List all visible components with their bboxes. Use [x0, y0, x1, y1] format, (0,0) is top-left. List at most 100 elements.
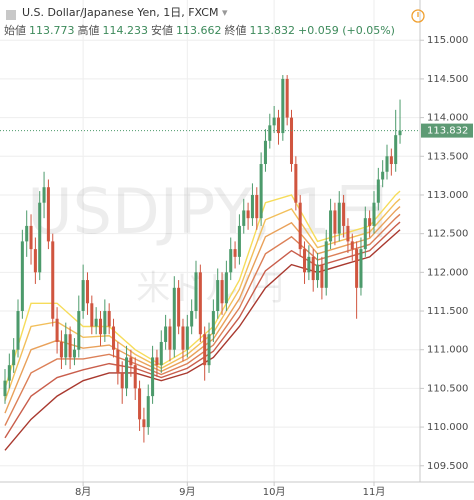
candle-body	[55, 318, 59, 342]
candle-body	[151, 357, 155, 397]
dropdown[interactable]: ▾	[221, 6, 228, 19]
candle-body	[112, 326, 116, 350]
candle-body	[394, 135, 398, 165]
candle-body	[168, 326, 172, 350]
candle-body	[320, 264, 324, 288]
candle-body	[33, 249, 37, 273]
symbol-icon	[6, 10, 16, 20]
candle-body	[38, 202, 42, 273]
candle-body	[177, 287, 181, 327]
field-value: 113.832	[249, 24, 296, 37]
candle-body	[372, 202, 376, 226]
candle-body	[216, 280, 220, 312]
candle-body	[198, 272, 202, 335]
candle-body	[20, 241, 24, 312]
candle-body	[16, 311, 20, 350]
field-value: 113.773	[29, 24, 75, 37]
x-tick-label: 9月	[179, 486, 195, 498]
candle-body	[7, 365, 11, 381]
y-tick-label: 112.500	[427, 229, 468, 240]
candle-body	[25, 225, 29, 242]
y-tick-label: 114.000	[427, 113, 468, 124]
candle-body	[185, 326, 189, 350]
candle-body	[51, 241, 55, 319]
candle-body	[142, 419, 146, 428]
candle-body	[103, 311, 107, 335]
candle-body	[64, 334, 68, 358]
candle-body	[190, 311, 194, 327]
y-tick-label: 114.500	[427, 74, 468, 85]
moving-average	[4, 229, 401, 451]
candle-body	[72, 349, 76, 358]
candle-body	[289, 117, 294, 165]
plot-area	[0, 0, 420, 482]
title[interactable]: U.S. Dollar/Japanese Yen, 1日, FXCM	[22, 6, 219, 19]
candle-body	[398, 130, 402, 136]
candle-body	[307, 256, 311, 273]
candle-body	[350, 241, 354, 250]
candle-body	[155, 357, 159, 366]
candle-body	[12, 349, 16, 366]
candle-body	[355, 249, 359, 288]
candle-body	[298, 202, 302, 250]
candle-body	[342, 202, 346, 226]
watermark-sub: 米ドル/円	[136, 269, 283, 309]
candle-body	[138, 388, 142, 420]
candle-body	[259, 164, 263, 219]
candle-body	[337, 202, 341, 234]
candle-body	[120, 372, 124, 389]
y-tick-label: 111.500	[427, 306, 468, 317]
candle-body	[90, 303, 94, 327]
candle-body	[324, 241, 328, 288]
x-tick-label: 8月	[75, 486, 91, 498]
y-tick-label: 111.000	[427, 345, 468, 356]
candle-body	[233, 249, 237, 257]
candle-body	[359, 249, 363, 288]
candle-body	[129, 357, 133, 366]
candle-body	[368, 218, 372, 226]
candle-body	[59, 341, 63, 358]
candle-body	[146, 396, 150, 428]
candle-body	[272, 117, 276, 126]
candle-body	[211, 311, 215, 335]
candle-body	[98, 318, 103, 335]
ohlc-row: 始値 113.773 高値 114.233 安値 113.662 終値 113.832 +0.0…	[4, 22, 398, 40]
candle-body	[133, 365, 137, 389]
candle-body	[29, 225, 33, 250]
title-row: U.S. Dollar/Japanese Yen, 1日, FXCM ▾	[0, 4, 398, 22]
candle-body	[250, 194, 254, 219]
candle-body	[329, 210, 333, 242]
header: U.S. Dollar/Japanese Yen, 1日, FXCM ▾ 始値 1…	[0, 4, 398, 40]
candle-body	[311, 256, 315, 281]
alert-icon[interactable]	[411, 9, 425, 23]
candle-body	[220, 280, 224, 304]
y-tick-label: 113.000	[427, 190, 468, 201]
candle-body	[294, 164, 298, 203]
candle-body	[268, 125, 272, 141]
candle-body	[116, 349, 120, 373]
field-label: 安値	[151, 24, 173, 37]
candle-body	[207, 334, 211, 366]
y-tick-label: 115.000	[427, 35, 468, 46]
candle-body	[224, 272, 228, 304]
candle-body	[42, 187, 46, 203]
candle-body	[3, 380, 7, 397]
candle-body	[68, 334, 72, 358]
candle-body	[81, 280, 85, 312]
y-tick-label: 109.500	[427, 461, 468, 472]
candle-body	[46, 187, 50, 242]
y-tick-label: 112.000	[427, 267, 468, 278]
field-label: 始値	[4, 24, 26, 37]
candle-body	[263, 140, 267, 165]
candle-body	[303, 249, 307, 273]
candle-body	[229, 249, 233, 273]
candle-body	[125, 357, 129, 389]
field-label: 高値	[77, 24, 100, 37]
candle-body	[242, 210, 246, 226]
field-value: 113.662	[176, 24, 222, 37]
y-tick-label: 113.500	[427, 151, 468, 162]
candle-body	[107, 311, 111, 327]
last-price-label: 113.832	[427, 126, 468, 137]
